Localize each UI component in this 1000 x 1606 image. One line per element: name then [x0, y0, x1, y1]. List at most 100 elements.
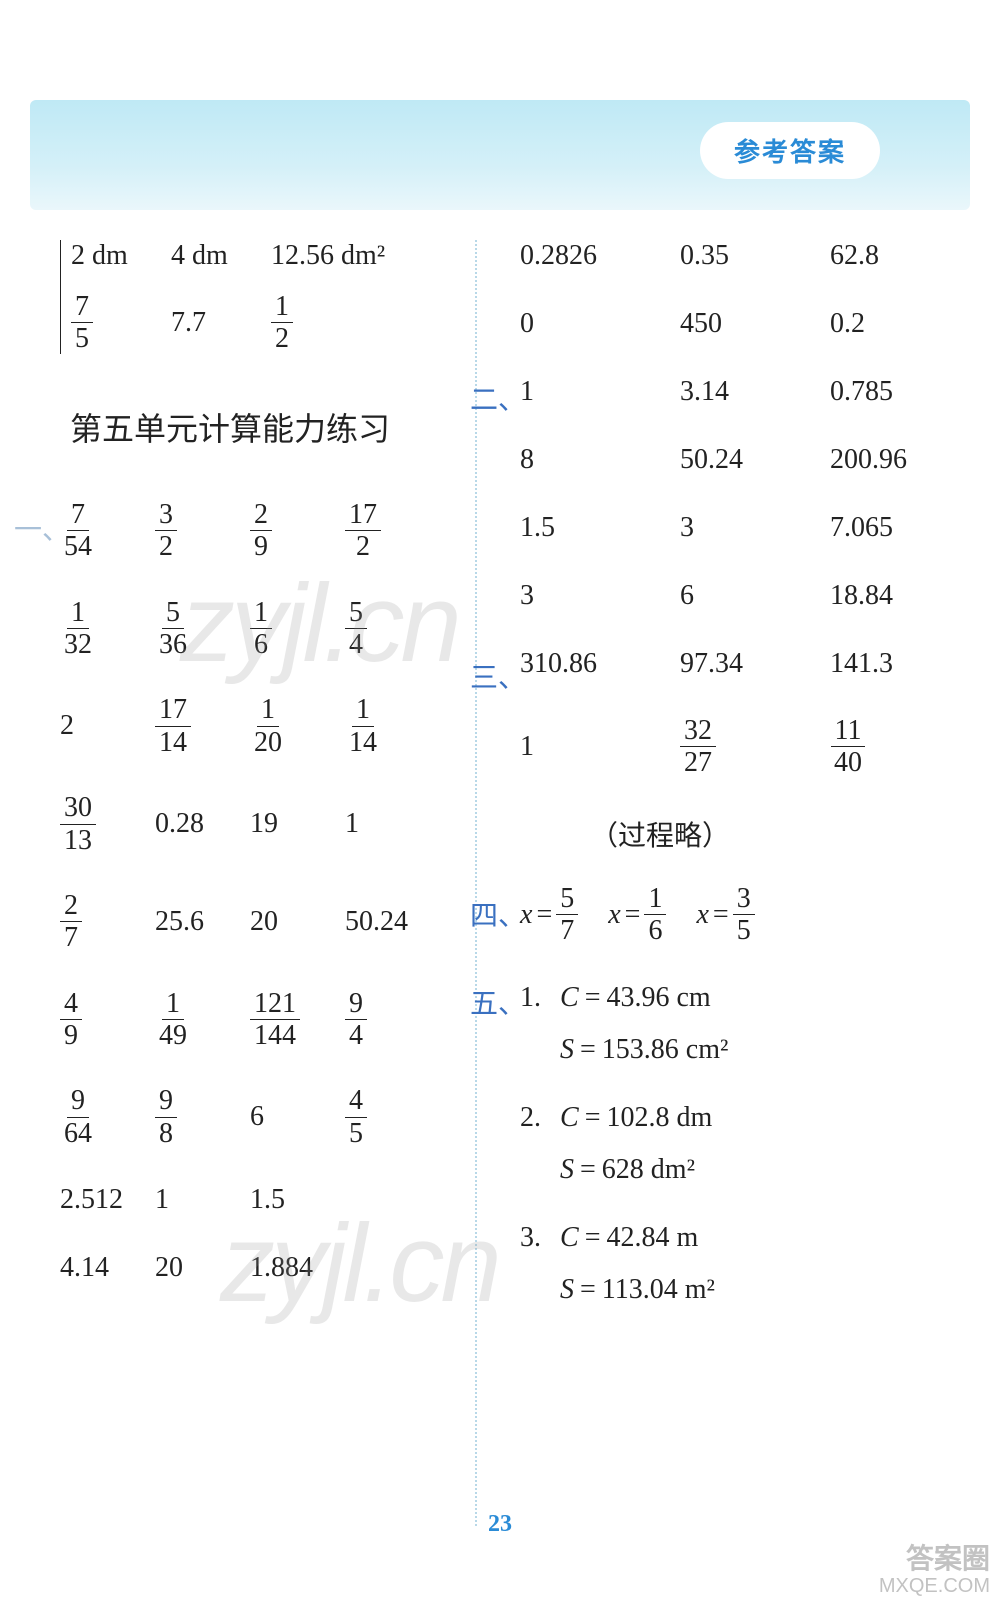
value: 0.2826 — [520, 240, 680, 272]
list-item: S=153.86 cm² — [520, 1034, 940, 1066]
table-row: 1 3227 1140 — [520, 716, 940, 778]
value: 3013 — [60, 793, 155, 855]
page-number: 23 — [60, 1511, 940, 1538]
value: 6 — [250, 1101, 345, 1133]
value: 50.24 — [345, 906, 440, 938]
section-marker: 一、 — [14, 508, 70, 548]
value: 27 — [60, 891, 155, 953]
list-item: S=628 dm² — [520, 1154, 940, 1186]
value: 0 — [520, 308, 680, 340]
page-content: 2 dm 4 dm 12.56 dm² 75 7.7 12 第五单元计算能力练习… — [60, 240, 940, 1566]
value: 7.065 — [830, 512, 893, 544]
value: 20 — [250, 906, 345, 938]
value: 3227 — [680, 716, 830, 778]
section-marker: 四、 — [470, 894, 526, 934]
table-row: 4.14201.884 — [60, 1252, 460, 1284]
section-one: 一、 754322917213253616542171412011430130.… — [60, 500, 460, 1284]
value: 1 — [345, 808, 440, 840]
value: 2.512 — [60, 1184, 155, 1216]
equation: x= 16 — [608, 884, 666, 946]
value: 12 — [271, 292, 293, 354]
equation: x= 35 — [696, 884, 754, 946]
value: 4 dm — [171, 240, 271, 272]
list-item: S=113.04 m² — [520, 1274, 940, 1306]
value: 0.785 — [830, 376, 893, 408]
list-item: 1.C=43.96 cm — [520, 982, 940, 1014]
value: 1.5 — [250, 1184, 345, 1216]
table-row: 3618.84 — [520, 580, 940, 612]
table-row: 2 dm 4 dm 12.56 dm² — [71, 240, 460, 272]
banner-title: 参考答案 — [700, 122, 880, 179]
value: 75 — [71, 292, 171, 354]
table-row: 4914912114494 — [60, 989, 460, 1051]
value: 964 — [60, 1086, 155, 1148]
value: 94 — [345, 989, 440, 1051]
section-five: 五、 1.C=43.96 cmS=153.86 cm²2.C=102.8 dmS… — [490, 982, 940, 1306]
value: 62.8 — [830, 240, 879, 272]
right-top-block: 0.2826 0.35 62.8 0 450 0.2 — [520, 240, 940, 340]
value: 50.24 — [680, 444, 830, 476]
value: 3.14 — [680, 376, 830, 408]
value: 6 — [680, 580, 830, 612]
table-row: 0.2826 0.35 62.8 — [520, 240, 940, 272]
value: 98 — [155, 1086, 250, 1148]
value: 1 — [155, 1184, 250, 1216]
value: 4.14 — [60, 1252, 155, 1284]
value: 8 — [520, 444, 680, 476]
left-column: 2 dm 4 dm 12.56 dm² 75 7.7 12 第五单元计算能力练习… — [60, 240, 460, 1320]
value: 3 — [680, 512, 830, 544]
value: 97.34 — [680, 648, 830, 680]
value: 32 — [155, 500, 250, 562]
value: 49 — [60, 989, 155, 1051]
column-divider — [475, 240, 477, 1526]
value: 0.35 — [680, 240, 830, 272]
value: 141.3 — [830, 648, 893, 680]
value: 7.7 — [171, 307, 271, 339]
table-row: 7543229172 — [60, 500, 460, 562]
table-row: x= 57 x= 16 x= 35 — [520, 884, 940, 946]
section-marker: 三、 — [470, 656, 526, 696]
list-item: 2.C=102.8 dm — [520, 1102, 940, 1134]
unit-heading: 第五单元计算能力练习 — [70, 404, 460, 450]
value: 172 — [345, 500, 440, 562]
value: 18.84 — [830, 580, 893, 612]
table-row: 2.51211.5 — [60, 1184, 460, 1216]
value: 3 — [520, 580, 680, 612]
section-marker: 五、 — [470, 982, 526, 1022]
table-row: 1.537.065 — [520, 512, 940, 544]
section-four: 四、 x= 57 x= 16 x= 35 — [490, 884, 940, 946]
value: 200.96 — [830, 444, 907, 476]
value: 121144 — [250, 989, 345, 1051]
value: 2 — [60, 710, 155, 742]
header-banner: 参考答案 — [30, 100, 970, 210]
value: 1.884 — [250, 1252, 345, 1284]
value: 310.86 — [520, 648, 680, 680]
value: 29 — [250, 500, 345, 562]
table-row: 13.140.785 — [520, 376, 940, 408]
table-row: 850.24200.96 — [520, 444, 940, 476]
value: 450 — [680, 308, 830, 340]
table-row: 96498645 — [60, 1086, 460, 1148]
value: 2 dm — [71, 240, 171, 272]
equation: x= 57 — [520, 884, 578, 946]
table-row: 310.86 97.34 141.3 — [520, 648, 940, 680]
value: 16 — [250, 598, 345, 660]
value: 1.5 — [520, 512, 680, 544]
value: 0.2 — [830, 308, 865, 340]
value: 114 — [345, 695, 440, 757]
value: 132 — [60, 598, 155, 660]
value: 120 — [250, 695, 345, 757]
value: 1 — [520, 376, 680, 408]
value: 12.56 dm² — [271, 240, 385, 272]
process-note: （过程略） — [590, 814, 940, 854]
value: 536 — [155, 598, 250, 660]
table-row: 0 450 0.2 — [520, 308, 940, 340]
value: 1140 — [830, 716, 866, 778]
table-row: 21714120114 — [60, 695, 460, 757]
table-row: 30130.28191 — [60, 793, 460, 855]
value: 45 — [345, 1086, 440, 1148]
section-three: 三、 310.86 97.34 141.3 1 3227 1140 （过程略） — [490, 648, 940, 854]
table-row: 75 7.7 12 — [71, 292, 460, 354]
top-block: 2 dm 4 dm 12.56 dm² 75 7.7 12 — [60, 240, 460, 354]
value: 1714 — [155, 695, 250, 757]
